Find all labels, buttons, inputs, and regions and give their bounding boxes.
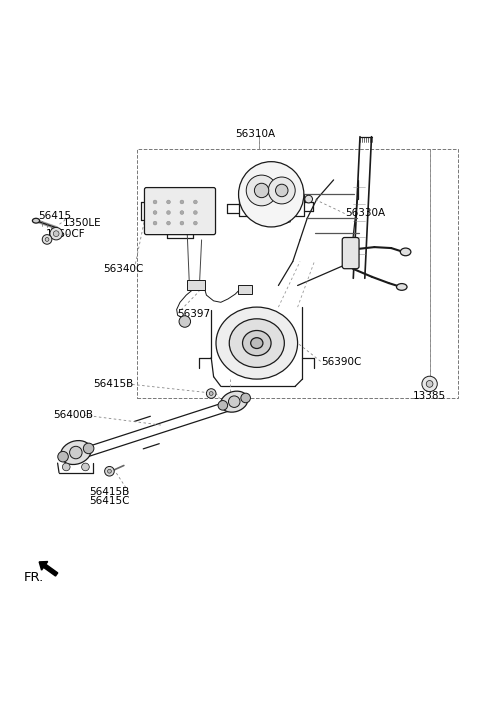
Circle shape bbox=[82, 463, 89, 470]
Ellipse shape bbox=[400, 248, 411, 256]
Circle shape bbox=[239, 162, 304, 227]
Circle shape bbox=[167, 211, 170, 214]
Text: 56415B: 56415B bbox=[94, 379, 134, 389]
Circle shape bbox=[167, 221, 170, 225]
FancyBboxPatch shape bbox=[144, 187, 216, 235]
Text: 56415: 56415 bbox=[38, 211, 72, 221]
Ellipse shape bbox=[32, 218, 39, 223]
Circle shape bbox=[228, 396, 240, 408]
Circle shape bbox=[254, 183, 269, 197]
Text: 13385: 13385 bbox=[413, 391, 446, 401]
Ellipse shape bbox=[396, 284, 407, 290]
Text: 56415B: 56415B bbox=[89, 487, 129, 497]
Circle shape bbox=[53, 231, 59, 237]
Circle shape bbox=[193, 200, 197, 204]
Text: 56400B: 56400B bbox=[53, 410, 93, 420]
Text: 56340C: 56340C bbox=[103, 264, 144, 274]
Ellipse shape bbox=[251, 337, 263, 348]
Circle shape bbox=[268, 177, 295, 204]
Circle shape bbox=[422, 376, 437, 392]
Circle shape bbox=[193, 211, 197, 214]
Text: 56330A: 56330A bbox=[346, 209, 386, 219]
Circle shape bbox=[153, 200, 157, 204]
Circle shape bbox=[50, 227, 62, 240]
FancyBboxPatch shape bbox=[342, 237, 359, 269]
Text: 1350LE: 1350LE bbox=[62, 218, 101, 228]
Circle shape bbox=[180, 200, 184, 204]
Circle shape bbox=[153, 211, 157, 214]
Circle shape bbox=[246, 175, 277, 206]
Circle shape bbox=[84, 443, 94, 454]
Text: 56390C: 56390C bbox=[322, 358, 362, 368]
Ellipse shape bbox=[60, 440, 91, 465]
Ellipse shape bbox=[216, 307, 298, 379]
Bar bbox=[238, 285, 252, 294]
Circle shape bbox=[42, 235, 52, 245]
Circle shape bbox=[206, 389, 216, 398]
Circle shape bbox=[209, 392, 213, 395]
Bar bbox=[137, 149, 458, 398]
Ellipse shape bbox=[221, 391, 248, 412]
Circle shape bbox=[180, 211, 184, 214]
Circle shape bbox=[58, 451, 68, 462]
Circle shape bbox=[426, 380, 433, 388]
Circle shape bbox=[153, 221, 157, 225]
Circle shape bbox=[180, 221, 184, 225]
Ellipse shape bbox=[242, 330, 271, 355]
Circle shape bbox=[45, 237, 49, 242]
Text: 56310A: 56310A bbox=[235, 129, 276, 139]
Text: 56397: 56397 bbox=[178, 310, 211, 320]
Text: 1360CF: 1360CF bbox=[46, 229, 85, 239]
Text: 56415C: 56415C bbox=[89, 496, 129, 506]
Circle shape bbox=[218, 400, 228, 410]
Circle shape bbox=[193, 221, 197, 225]
Circle shape bbox=[105, 466, 114, 476]
Circle shape bbox=[241, 393, 251, 403]
Circle shape bbox=[108, 469, 111, 473]
Circle shape bbox=[276, 184, 288, 197]
Circle shape bbox=[305, 195, 312, 203]
Circle shape bbox=[62, 463, 70, 470]
Circle shape bbox=[179, 316, 191, 327]
Bar bbox=[187, 280, 205, 290]
Circle shape bbox=[70, 446, 82, 459]
Text: FR.: FR. bbox=[24, 571, 44, 584]
Ellipse shape bbox=[229, 319, 284, 368]
Circle shape bbox=[167, 200, 170, 204]
FancyArrow shape bbox=[39, 561, 58, 576]
